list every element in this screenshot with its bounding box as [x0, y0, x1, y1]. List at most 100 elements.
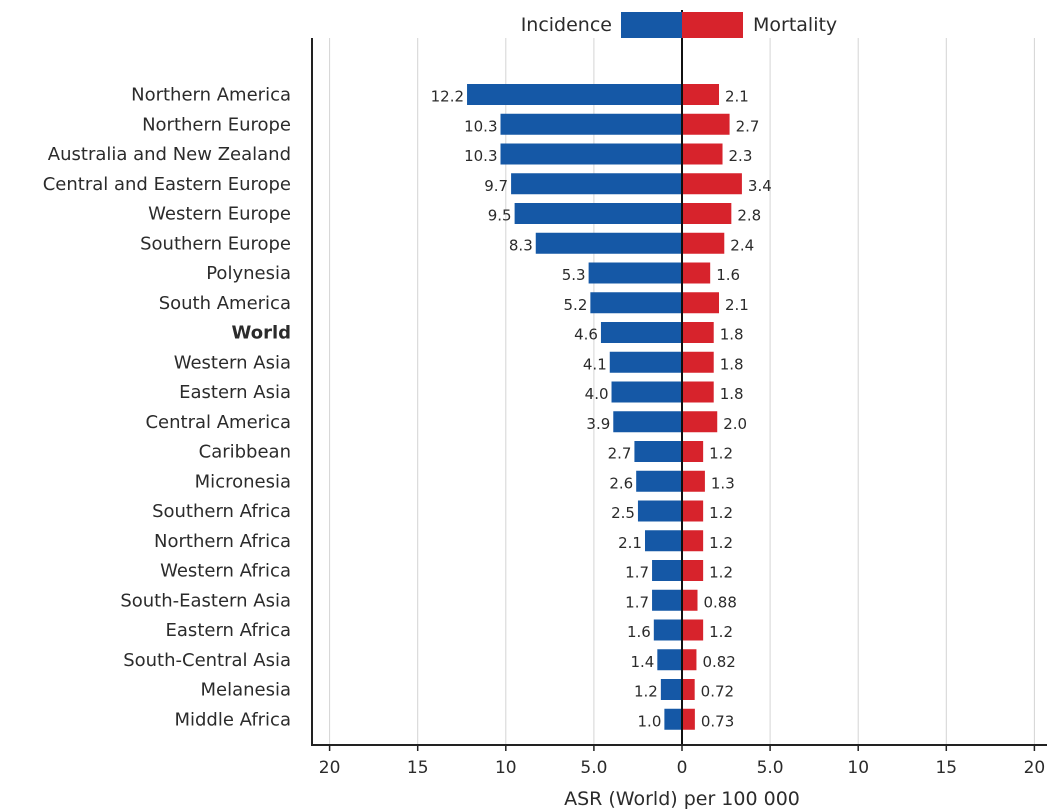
bars-group: 12.2 2.1 10.3 2.7 10.3 2.3 9.7 3.4 9.5 2.8 8.3 2.4 5…: [431, 84, 772, 730]
mortality-bar: [682, 113, 730, 135]
incidence-bar: [514, 203, 682, 224]
incidence-bar: [590, 292, 682, 314]
mortality-bar: [682, 679, 695, 700]
incidence-bar: [611, 381, 682, 403]
category-label: Central and Eastern Europe: [43, 174, 291, 195]
legend-swatch-mortality: [682, 12, 743, 38]
x-tick-label: 10: [495, 758, 517, 778]
category-label: Southern Africa: [152, 501, 291, 522]
category-label: Central America: [145, 412, 291, 433]
mortality-bar: [682, 292, 720, 314]
incidence-bar: [652, 560, 682, 581]
legend-label-incidence: Incidence: [521, 14, 612, 36]
legend: Incidence Mortality: [521, 12, 837, 38]
incidence-bar: [652, 589, 682, 611]
category-label: South-Eastern Asia: [120, 590, 291, 611]
category-label: Micronesia: [195, 471, 291, 492]
incidence-value-label: 2.5: [611, 504, 635, 522]
x-axis-title: ASR (World) per 100 000: [564, 788, 800, 810]
incidence-value-label: 4.6: [574, 326, 598, 344]
incidence-value-label: 2.6: [609, 474, 633, 492]
incidence-bar: [644, 530, 682, 552]
x-tick-label: 10: [847, 758, 869, 778]
incidence-bar: [636, 470, 682, 492]
x-axis: 20 15 10 5.0 0 5.0 10 15 20 ASR (World) per 100 0…: [311, 744, 1047, 810]
mortality-value-label: 1.6: [716, 266, 740, 284]
category-labels: Northern America Northern Europe Australia…: [43, 85, 291, 731]
mortality-bar: [682, 560, 704, 581]
mortality-value-label: 1.2: [709, 504, 733, 522]
incidence-bar: [634, 441, 682, 462]
incidence-value-label: 1.2: [634, 683, 658, 701]
mortality-bar: [682, 173, 742, 195]
category-label: Caribbean: [199, 442, 291, 463]
mortality-value-label: 2.8: [737, 207, 761, 225]
incidence-value-label: 5.2: [564, 296, 588, 314]
incidence-value-label: 9.5: [488, 207, 512, 225]
mortality-bar: [682, 500, 704, 522]
incidence-value-label: 4.1: [583, 355, 607, 373]
incidence-value-label: 12.2: [431, 88, 464, 106]
incidence-bar: [500, 143, 682, 165]
incidence-bar: [637, 500, 682, 522]
mortality-value-label: 3.4: [748, 177, 772, 195]
legend-label-mortality: Mortality: [753, 14, 837, 36]
mortality-value-label: 0.82: [702, 653, 735, 671]
x-tick-label: 15: [935, 758, 957, 778]
incidence-bar: [660, 679, 682, 700]
x-tick-label: 20: [319, 758, 341, 778]
incidence-value-label: 3.9: [586, 415, 610, 433]
x-tick-label: 5.0: [757, 758, 784, 778]
mortality-bar: [682, 262, 711, 284]
category-label: Polynesia: [206, 263, 291, 284]
category-label: Australia and New Zealand: [48, 144, 291, 165]
mortality-bar: [682, 232, 725, 254]
incidence-bar: [653, 619, 682, 641]
mortality-value-label: 2.1: [725, 88, 749, 106]
category-label: Middle Africa: [174, 709, 291, 730]
incidence-value-label: 1.4: [630, 653, 654, 671]
mortality-bar: [682, 84, 720, 105]
mortality-bar: [682, 589, 698, 611]
mortality-value-label: 1.2: [709, 623, 733, 641]
incidence-value-label: 5.3: [562, 266, 586, 284]
incidence-value-label: 1.0: [638, 712, 662, 730]
mortality-value-label: 1.8: [720, 326, 744, 344]
mortality-value-label: 2.4: [730, 236, 754, 254]
mortality-value-label: 1.8: [720, 385, 744, 403]
x-tick-label: 15: [407, 758, 429, 778]
category-label: Western Asia: [174, 352, 291, 373]
incidence-value-label: 8.3: [509, 236, 533, 254]
category-label: Western Africa: [160, 561, 291, 582]
mortality-value-label: 2.3: [729, 147, 753, 165]
legend-swatch-incidence: [621, 12, 682, 38]
mortality-bar: [682, 411, 718, 433]
incidence-bar: [535, 232, 682, 254]
incidence-bar: [613, 411, 682, 433]
x-tick-label: 5.0: [580, 758, 607, 778]
category-label: Western Europe: [148, 204, 291, 225]
incidence-value-label: 1.7: [625, 564, 649, 582]
mortality-bar: [682, 381, 714, 403]
x-tick-label: 0: [677, 758, 688, 778]
category-label: Melanesia: [200, 680, 291, 701]
incidence-bar: [609, 351, 682, 373]
incidence-value-label: 1.7: [625, 593, 649, 611]
mortality-value-label: 1.2: [709, 534, 733, 552]
mortality-value-label: 1.2: [709, 445, 733, 463]
mortality-value-label: 2.7: [736, 117, 760, 135]
mortality-bar: [682, 470, 705, 492]
incidence-value-label: 10.3: [464, 117, 497, 135]
incidence-value-label: 2.7: [608, 445, 632, 463]
incidence-bar: [664, 708, 682, 730]
incidence-bar: [500, 113, 682, 135]
mortality-value-label: 0.73: [701, 712, 734, 730]
category-label: World: [231, 323, 291, 344]
incidence-bar: [600, 322, 682, 343]
mortality-value-label: 0.72: [701, 683, 734, 701]
category-label: Southern Europe: [140, 233, 291, 254]
mortality-value-label: 1.3: [711, 474, 735, 492]
mortality-value-label: 2.1: [725, 296, 749, 314]
mortality-value-label: 1.8: [720, 355, 744, 373]
category-label: Northern Africa: [154, 531, 291, 552]
